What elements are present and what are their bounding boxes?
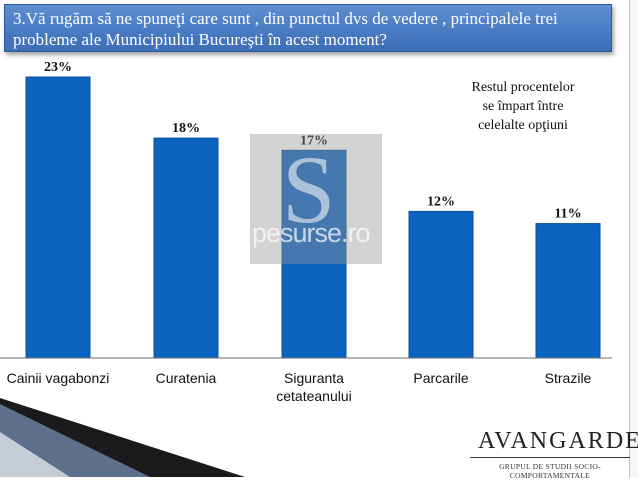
brand-tagline: GRUPUL DE STUDII SOCIO-COMPORTAMENTALE (499, 462, 601, 480)
value-label-4: 11% (554, 207, 581, 222)
watermark-letter: S (282, 136, 336, 243)
brand-divider (470, 457, 630, 458)
category-label-2-line-0: Siguranta (284, 370, 344, 386)
brand-logo: AVANGARDE (478, 428, 638, 454)
bar-3 (408, 210, 474, 359)
note-line-3: celelalte opţiuni (478, 118, 568, 133)
category-labels-group: Cainii vagabonzi Curatenia Siguranta cetate… (7, 370, 592, 404)
note-line-2: se împart între (482, 99, 564, 114)
category-label-4: Strazile (545, 370, 592, 386)
value-label-1: 18% (172, 121, 200, 136)
category-label-1: Curatenia (156, 370, 217, 386)
value-label-0: 23% (44, 60, 72, 75)
category-label-0: Cainii vagabonzi (7, 370, 110, 386)
watermark-box (250, 134, 382, 264)
note-text: Restul procentelor se împart între celel… (448, 78, 598, 135)
value-label-3: 12% (427, 194, 455, 209)
slide-title: 3.Vă rugăm să ne spuneţi care sunt , din… (4, 4, 612, 52)
note-line-1: Restul procentelor (471, 80, 575, 95)
bar-4 (535, 223, 601, 359)
value-label-2: 17% (300, 133, 328, 148)
bar-0 (25, 76, 91, 359)
category-label-2-line-1: cetateanului (276, 388, 352, 404)
right-edge-rule (629, 0, 638, 477)
watermark-text: pesurse.ro (252, 218, 371, 248)
category-label-3: Parcarile (413, 370, 468, 386)
bar-1 (153, 137, 219, 359)
